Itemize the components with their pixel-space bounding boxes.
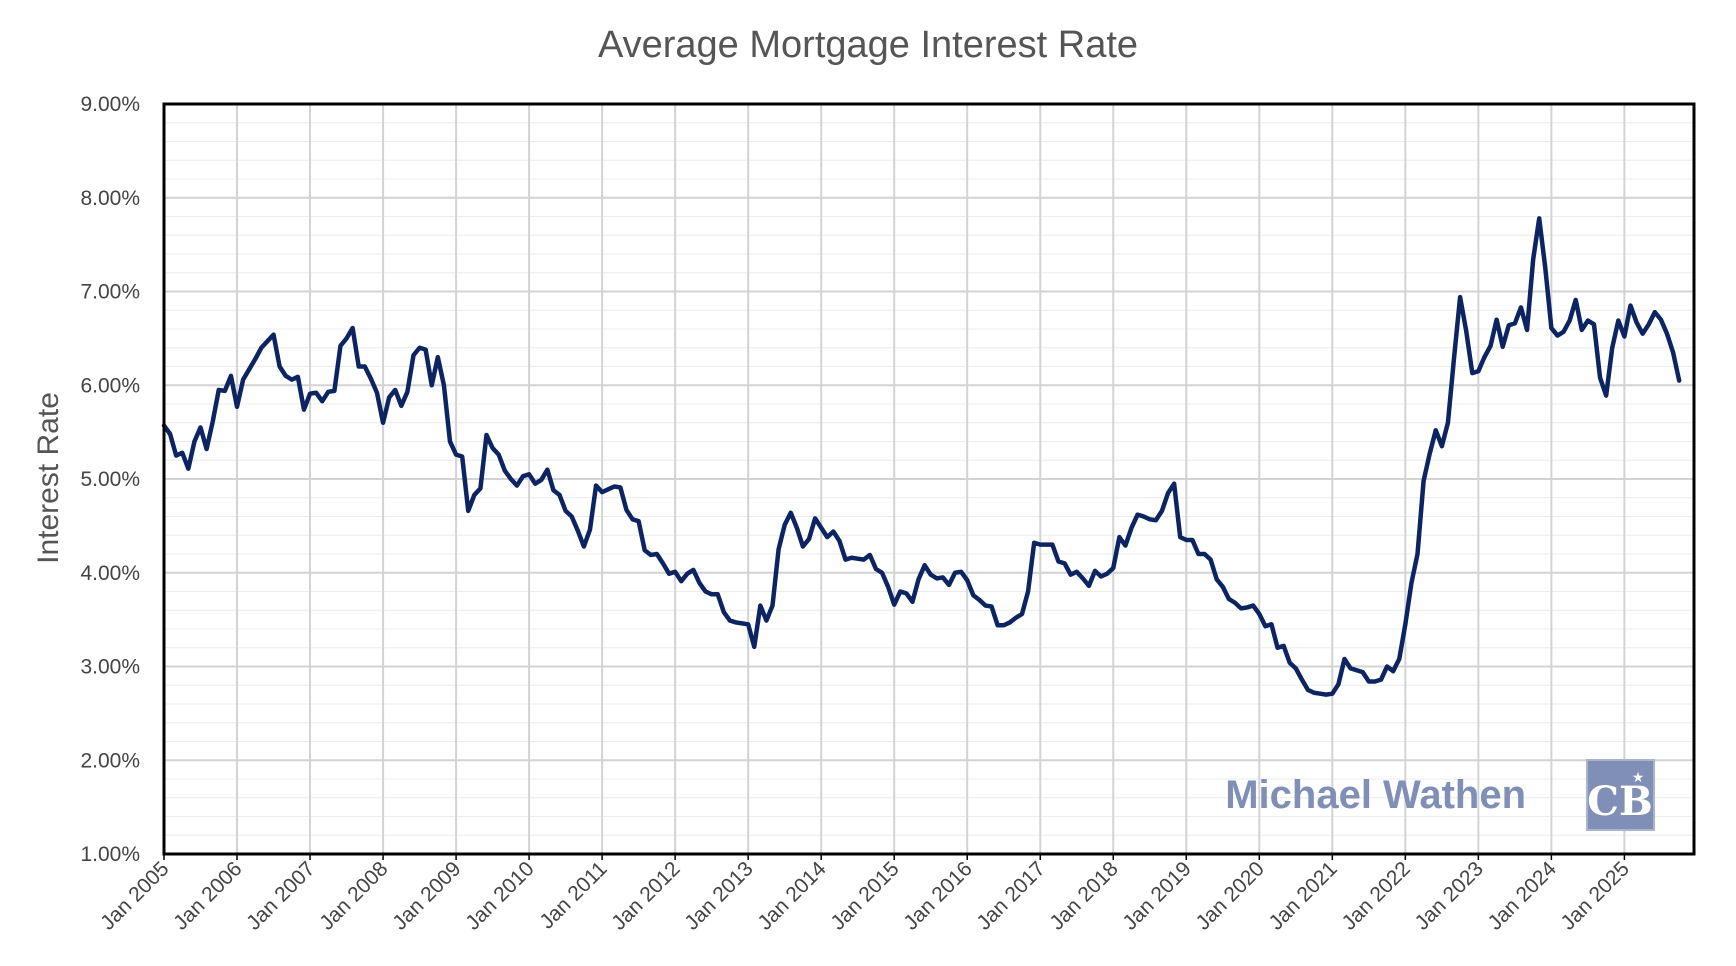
- watermark-text: Michael Wathen: [1225, 773, 1526, 817]
- y-tick-label: 7.00%: [80, 281, 140, 304]
- watermark: Michael Wathen CB ★: [1225, 759, 1655, 831]
- y-tick-label: 6.00%: [80, 374, 140, 397]
- series-line: [161, 216, 1682, 697]
- y-tick-label: 9.00%: [80, 93, 140, 116]
- x-tick-label: Jan 2022: [1338, 857, 1415, 934]
- x-tick-label: Jan 2020: [1191, 857, 1268, 934]
- x-tick-label: Jan 2008: [315, 857, 392, 934]
- y-tick-label: 8.00%: [80, 187, 140, 210]
- gridlines: [164, 103, 1694, 855]
- x-tick-label: Jan 2005: [96, 857, 173, 934]
- x-tick-label: Jan 2011: [535, 857, 611, 933]
- x-tick-label: Jan 2019: [1118, 857, 1195, 934]
- x-tick-label: Jan 2021: [1264, 857, 1341, 934]
- y-tick-label: 2.00%: [80, 749, 140, 772]
- chart-title: Average Mortgage Interest Rate: [598, 24, 1138, 66]
- x-tick-label: Jan 2010: [461, 857, 538, 934]
- x-tick-label: Jan 2024: [1484, 857, 1562, 935]
- coldwell-banker-cb-logo-icon: CB ★: [1586, 759, 1655, 831]
- y-tick-label: 5.00%: [80, 468, 140, 491]
- y-tick-label: 4.00%: [80, 562, 140, 585]
- x-tick-label: Jan 2013: [680, 857, 757, 934]
- y-tick-labels: 1.00% 2.00% 3.00% 4.00% 5.00% 6.00% 7.00% 8.00%…: [80, 93, 140, 866]
- x-tick-label: Jan 2006: [169, 857, 246, 934]
- x-tick-label: Jan 2017: [972, 857, 1049, 934]
- svg-text:★: ★: [1632, 770, 1645, 786]
- x-tick-label: Jan 2023: [1411, 857, 1488, 934]
- series-layer: [161, 216, 1682, 697]
- y-axis-label: Interest Rate: [32, 392, 65, 564]
- x-tick-label: Jan 2009: [388, 857, 465, 934]
- y-tick-label: 3.00%: [80, 656, 140, 679]
- x-tick-label: Jan 2015: [826, 857, 903, 934]
- plot-frame: [162, 102, 1696, 856]
- svg-text:CB: CB: [1587, 778, 1653, 825]
- y-tick-label: 1.00%: [80, 843, 140, 866]
- x-tick-label: Jan 2016: [899, 857, 976, 934]
- x-tick-label: Jan 2014: [753, 857, 831, 935]
- x-tick-label: Jan 2007: [242, 857, 319, 934]
- x-tick-label: Jan 2012: [607, 857, 684, 934]
- x-tick-label: Jan 2025: [1557, 857, 1634, 934]
- x-tick-label: Jan 2018: [1045, 857, 1122, 934]
